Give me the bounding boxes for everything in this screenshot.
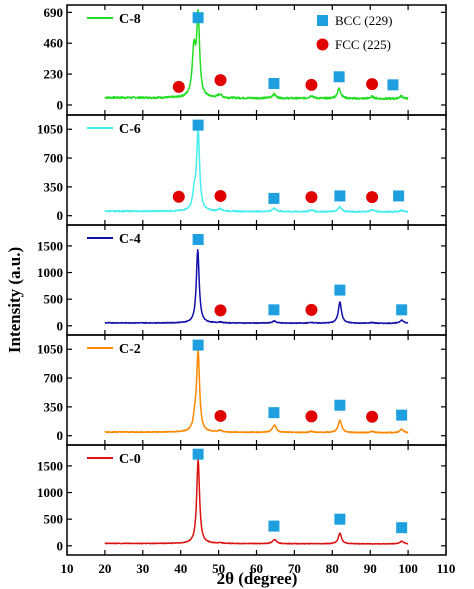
y-tick-label: 1500 — [37, 238, 63, 253]
y-tick-label: 500 — [44, 292, 64, 307]
bcc-marker — [192, 234, 204, 246]
bcc-marker — [334, 399, 346, 411]
fcc-marker — [214, 409, 227, 422]
y-axis-title: Intensity (a.u.) — [5, 247, 24, 353]
y-tick-label: 0 — [57, 428, 64, 443]
y-tick-label: 460 — [44, 36, 64, 51]
bcc-marker — [334, 190, 346, 202]
y-tick-label: 1050 — [37, 122, 63, 137]
fcc-marker — [305, 303, 318, 316]
x-tick-label: 10 — [61, 561, 74, 576]
panel-label: C-6 — [119, 122, 141, 137]
bcc-marker — [192, 339, 204, 351]
bcc-marker — [268, 520, 280, 532]
x-tick-label: 30 — [136, 561, 149, 576]
y-tick-label: 1050 — [37, 342, 63, 357]
y-tick-label: 230 — [44, 67, 64, 82]
bcc-marker — [387, 79, 399, 91]
y-tick-label: 350 — [44, 399, 64, 414]
legend-bcc-marker — [317, 15, 328, 26]
xrd-series-line — [104, 248, 409, 325]
x-tick-label: 40 — [174, 561, 187, 576]
y-tick-label: 700 — [44, 371, 64, 386]
fcc-marker — [172, 190, 185, 203]
x-tick-label: 90 — [364, 561, 377, 576]
fcc-marker — [305, 191, 318, 204]
y-tick-label: 690 — [44, 5, 64, 20]
fcc-marker — [366, 410, 379, 423]
panel-label: C-4 — [119, 232, 141, 247]
fcc-marker — [214, 74, 227, 87]
x-tick-label: 110 — [437, 561, 456, 576]
bcc-marker — [393, 190, 405, 202]
bcc-marker — [334, 513, 346, 525]
y-tick-label: 0 — [57, 208, 64, 223]
x-tick-label: 70 — [288, 561, 301, 576]
y-tick-label: 1000 — [37, 485, 63, 500]
bcc-marker — [334, 284, 346, 296]
bcc-marker — [268, 192, 280, 204]
legend-fcc-marker — [316, 38, 329, 51]
x-tick-label: 60 — [250, 561, 263, 576]
bcc-marker — [396, 304, 408, 316]
panel-label: C-2 — [119, 342, 141, 357]
x-tick-label: 50 — [212, 561, 225, 576]
y-tick-label: 1500 — [37, 458, 63, 473]
fcc-marker — [172, 80, 185, 93]
x-axis-title: 2θ (degree) — [217, 569, 298, 588]
panel-label: C-8 — [119, 12, 141, 27]
panel-c-8: 0 230 460 690 C-8 — [44, 4, 447, 116]
bcc-marker — [396, 522, 408, 534]
y-tick-label: 0 — [57, 97, 64, 112]
bcc-marker — [396, 409, 408, 421]
y-tick-label: 700 — [44, 151, 64, 166]
bcc-marker — [192, 119, 204, 131]
bcc-marker — [268, 407, 280, 419]
y-tick-label: 1000 — [37, 265, 63, 280]
y-tick-label: 500 — [44, 512, 64, 527]
y-tick-label: 0 — [57, 318, 64, 333]
legend-bcc-label: BCC (229) — [335, 13, 392, 28]
fcc-marker — [366, 191, 379, 204]
fcc-marker — [305, 410, 318, 423]
bcc-marker — [268, 77, 280, 89]
fcc-marker — [214, 189, 227, 202]
x-tick-label: 100 — [398, 561, 418, 576]
y-tick-label: 350 — [44, 179, 64, 194]
panel-label: C-0 — [119, 452, 141, 467]
xrd-series-line — [104, 349, 409, 434]
fcc-marker — [366, 78, 379, 91]
panel-c-6: 0 350 700 1050 C-6 — [37, 114, 447, 226]
panel-c-2: 0 350 700 1050 C-2 — [37, 334, 447, 446]
panel-c-4: 0 500 1000 1500 C-4 — [37, 224, 447, 336]
panel-c-0: 0 500 1000 1500 C-0 — [37, 444, 447, 556]
y-tick-label: 0 — [57, 538, 64, 553]
xrd-series-line — [104, 458, 409, 545]
bcc-marker — [268, 304, 280, 316]
bcc-marker — [333, 71, 345, 83]
fcc-marker — [305, 78, 318, 91]
fcc-marker — [214, 304, 227, 317]
x-tick-label: 20 — [98, 561, 111, 576]
xrd-series-line — [104, 8, 409, 101]
x-tick-label: 80 — [326, 561, 339, 576]
legend: BCC (229) FCC (225) — [316, 13, 392, 52]
legend-fcc-label: FCC (225) — [335, 37, 391, 52]
bcc-marker — [192, 12, 204, 24]
bcc-marker — [192, 448, 204, 460]
xrd-series-line — [104, 128, 409, 214]
